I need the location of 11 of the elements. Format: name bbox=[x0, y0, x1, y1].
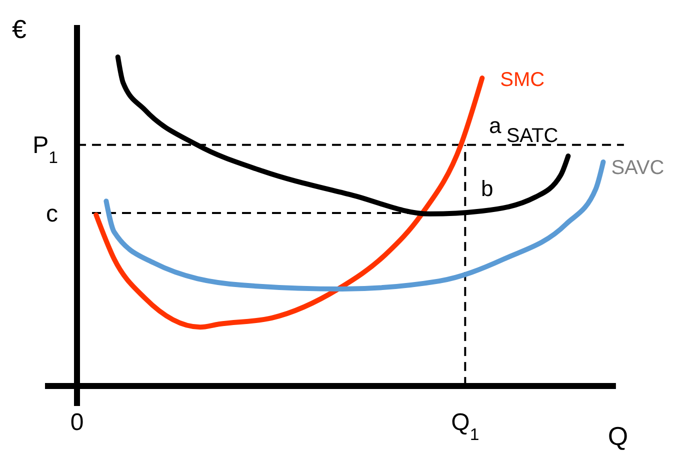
series-label: SAVC bbox=[611, 156, 664, 179]
x-tick-label: 0 bbox=[70, 409, 84, 436]
x-tick-label: Q$_{1}$ bbox=[451, 409, 480, 444]
series-label: SMC bbox=[500, 69, 545, 92]
annotation: a bbox=[489, 113, 502, 138]
x-axis-title: Q bbox=[608, 421, 628, 451]
series-label: SATC bbox=[506, 125, 558, 148]
annotation: b bbox=[481, 176, 494, 201]
ref-line-label: P$_{1}$ bbox=[32, 132, 58, 167]
ref-line-label: c bbox=[46, 200, 58, 228]
y-axis-title: € bbox=[12, 14, 27, 44]
